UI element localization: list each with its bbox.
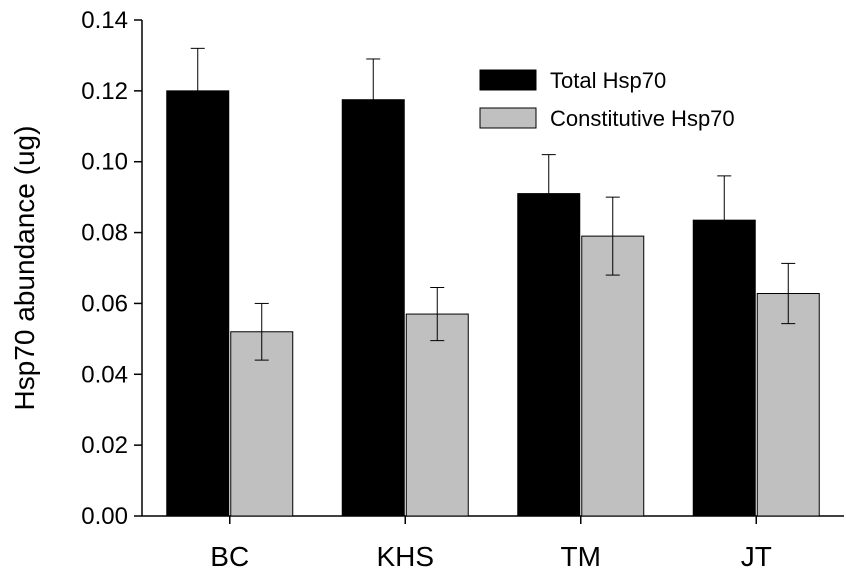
x-tick-label: TM — [561, 541, 601, 572]
bar-constitutive — [230, 331, 294, 517]
plot-area: 0.00 0.02 0.04 0.06 0.08 0.10 0.12 0.14 BC KHS TM J… — [81, 7, 844, 572]
legend: Total Hsp70 Constitutive Hsp70 — [479, 68, 735, 131]
x-tick-label: JT — [741, 541, 772, 572]
bar-total — [166, 90, 230, 517]
y-tick-label: 0.02 — [81, 432, 128, 459]
y-tick-label: 0.06 — [81, 290, 128, 317]
y-tick-label: 0.10 — [81, 149, 128, 176]
bar-total — [692, 219, 756, 517]
legend-swatch-total — [479, 69, 537, 91]
y-axis-title: Hsp70 abundance (ug) — [9, 126, 40, 411]
legend-label-total: Total Hsp70 — [550, 68, 666, 93]
bar-total — [517, 193, 581, 517]
x-tick-label: BC — [210, 541, 249, 572]
y-tick-label: 0.08 — [81, 220, 128, 247]
legend-label-constitutive: Constitutive Hsp70 — [550, 106, 735, 131]
y-tick-label: 0.14 — [81, 7, 128, 34]
x-tick-label: KHS — [376, 541, 434, 572]
bar-total — [341, 99, 405, 517]
y-tick-label: 0.00 — [81, 503, 128, 530]
bar-constitutive — [581, 235, 645, 517]
bar-constitutive — [405, 313, 469, 517]
legend-swatch-constitutive — [479, 107, 537, 129]
y-tick-label: 0.12 — [81, 78, 128, 105]
bar-constitutive — [756, 293, 820, 517]
y-tick-label: 0.04 — [81, 361, 128, 388]
